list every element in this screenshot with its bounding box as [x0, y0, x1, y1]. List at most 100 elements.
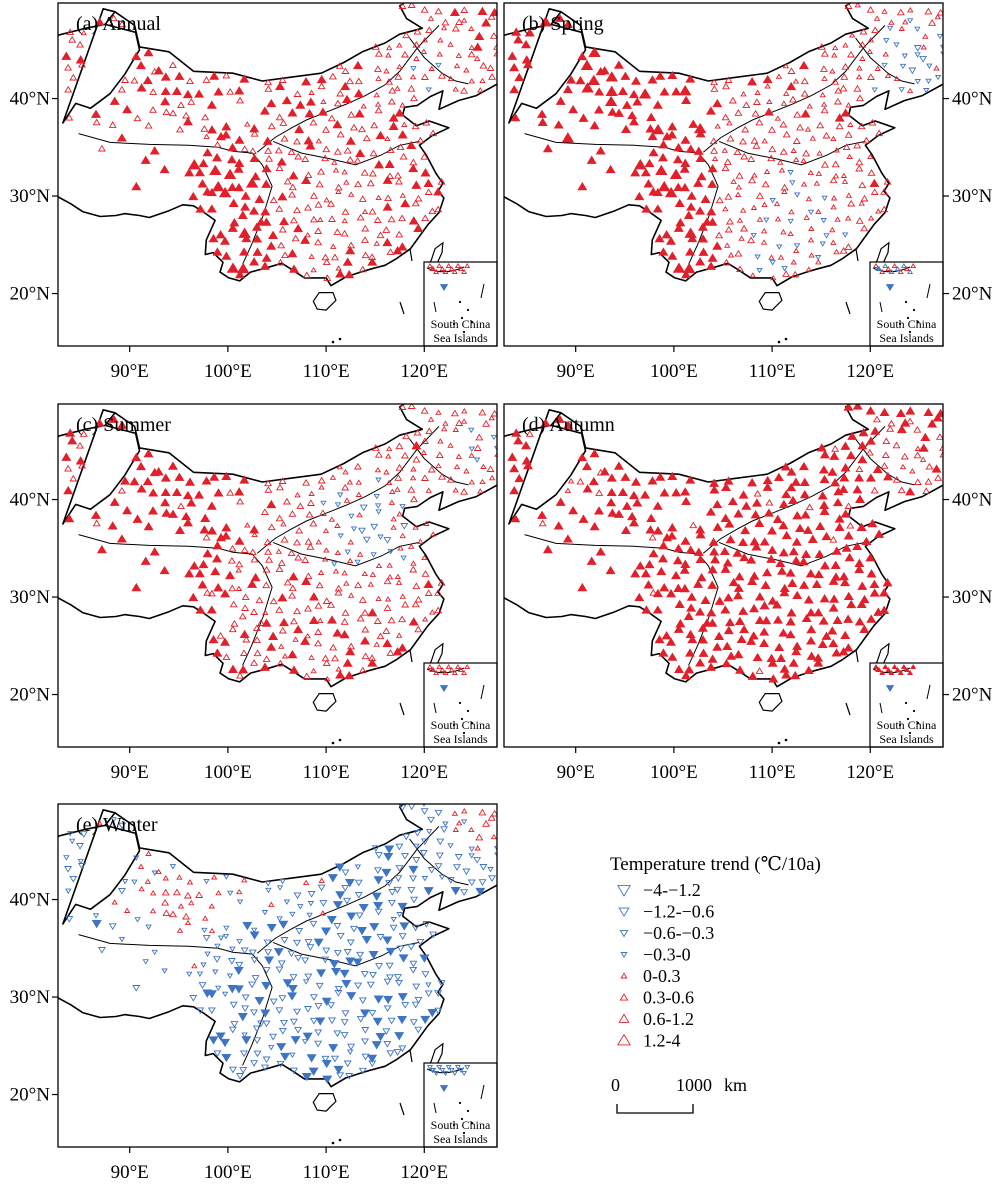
station-warming-marker — [961, 61, 967, 66]
station-warming-marker — [361, 652, 370, 660]
station-warming-marker — [356, 614, 365, 622]
station-warming-marker — [304, 537, 313, 545]
station-cooling-marker — [319, 900, 328, 907]
station-cooling-marker — [350, 925, 358, 933]
station-warming-marker — [358, 596, 367, 603]
station-warming-marker — [277, 593, 288, 602]
station-warming-marker — [813, 608, 824, 617]
inset-station-marker — [875, 266, 882, 272]
station-warming-marker — [735, 172, 744, 179]
country-boundary — [58, 3, 497, 287]
station-warming-marker — [875, 208, 882, 214]
station-warming-marker — [421, 570, 430, 577]
station-warming-marker — [424, 589, 433, 596]
station-warming-marker — [780, 183, 789, 191]
station-cooling-marker — [151, 949, 158, 956]
station-warming-marker — [524, 28, 535, 37]
station-warming-marker — [240, 145, 249, 152]
station-warming-marker — [695, 658, 706, 667]
station-warming-marker — [800, 157, 807, 164]
station-cooling-marker — [332, 901, 343, 910]
station-warming-marker — [460, 6, 469, 13]
station-warming-marker — [707, 618, 718, 627]
station-cooling-marker — [333, 950, 342, 957]
station-warming-marker — [108, 121, 117, 128]
station-cooling-marker — [374, 852, 383, 859]
station-warming-marker — [478, 408, 487, 416]
station-cooling-marker — [908, 67, 917, 75]
station-cooling-marker — [886, 25, 894, 32]
station-cooling-marker — [261, 910, 269, 916]
station-warming-marker — [206, 605, 217, 614]
station-warming-marker — [428, 207, 437, 215]
inset-station-marker — [875, 667, 882, 673]
station-warming-marker — [827, 626, 838, 635]
station-warming-marker — [453, 62, 461, 69]
station-cooling-marker — [295, 928, 304, 935]
station-warming-marker — [361, 224, 370, 232]
station-warming-marker — [931, 464, 942, 473]
station-cooling-marker — [236, 1073, 244, 1080]
station-cooling-marker — [307, 891, 316, 898]
station-cooling-marker — [306, 944, 315, 951]
station-warming-marker — [843, 531, 854, 540]
station-cooling-marker — [509, 816, 514, 820]
station-cooling-marker — [913, 45, 922, 52]
station-warming-marker — [681, 670, 691, 680]
station-warming-marker — [735, 184, 742, 190]
station-warming-marker — [234, 158, 245, 167]
station-warming-marker — [988, 19, 994, 24]
station-warming-marker — [435, 409, 442, 415]
station-warming-marker — [327, 615, 337, 624]
station-warming-marker — [279, 216, 289, 226]
station-warming-marker — [319, 910, 327, 916]
station-cooling-marker — [787, 170, 794, 176]
station-cooling-marker — [374, 503, 382, 509]
station-warming-marker — [340, 81, 351, 91]
station-warming-marker — [396, 511, 403, 517]
station-warming-marker — [331, 159, 338, 165]
station-warming-marker — [267, 523, 276, 531]
station-warming-marker — [514, 473, 525, 483]
station-warming-marker — [733, 509, 744, 518]
station-cooling-marker — [371, 892, 382, 901]
lon-tick-label: 110°E — [303, 1162, 350, 1183]
station-warming-marker — [907, 7, 914, 13]
station-warming-marker — [869, 178, 880, 188]
station-warming-marker — [240, 191, 251, 200]
station-warming-marker — [463, 392, 469, 397]
station-warming-marker — [239, 247, 249, 256]
station-warming-marker — [567, 478, 575, 484]
station-warming-marker — [507, 51, 518, 60]
legend-warming-symbol — [619, 993, 629, 1001]
station-warming-marker — [250, 130, 259, 137]
station-warming-marker — [261, 217, 272, 226]
panel-frame — [503, 403, 944, 748]
station-warming-marker — [460, 384, 468, 391]
station-warming-marker — [237, 210, 248, 219]
station-warming-marker — [821, 161, 829, 168]
station-warming-marker — [160, 72, 171, 81]
legend: Temperature trend (℃/10a)−4-−1.2−1.2-−0.… — [610, 854, 821, 1051]
station-warming-marker — [341, 169, 348, 175]
station-warming-marker — [387, 97, 396, 105]
station-cooling-marker — [420, 1015, 431, 1025]
station-warming-marker — [235, 269, 245, 279]
station-warming-marker — [264, 85, 273, 92]
station-warming-marker — [282, 497, 291, 505]
station-warming-marker — [408, 163, 419, 173]
legend-item-label: 1.2-4 — [643, 1031, 681, 1051]
station-warming-marker — [335, 269, 346, 278]
station-warming-marker — [241, 604, 250, 611]
station-warming-marker — [613, 108, 625, 117]
station-warming-marker — [913, 426, 922, 433]
station-cooling-marker — [422, 804, 426, 807]
station-warming-marker — [793, 156, 800, 163]
station-warming-marker — [264, 479, 273, 487]
station-warming-marker — [184, 569, 195, 578]
station-warming-marker — [416, 392, 422, 397]
station-warming-marker — [939, 451, 943, 458]
station-warming-marker — [714, 631, 725, 640]
station-warming-marker — [686, 191, 697, 200]
station-warming-marker — [322, 126, 330, 133]
